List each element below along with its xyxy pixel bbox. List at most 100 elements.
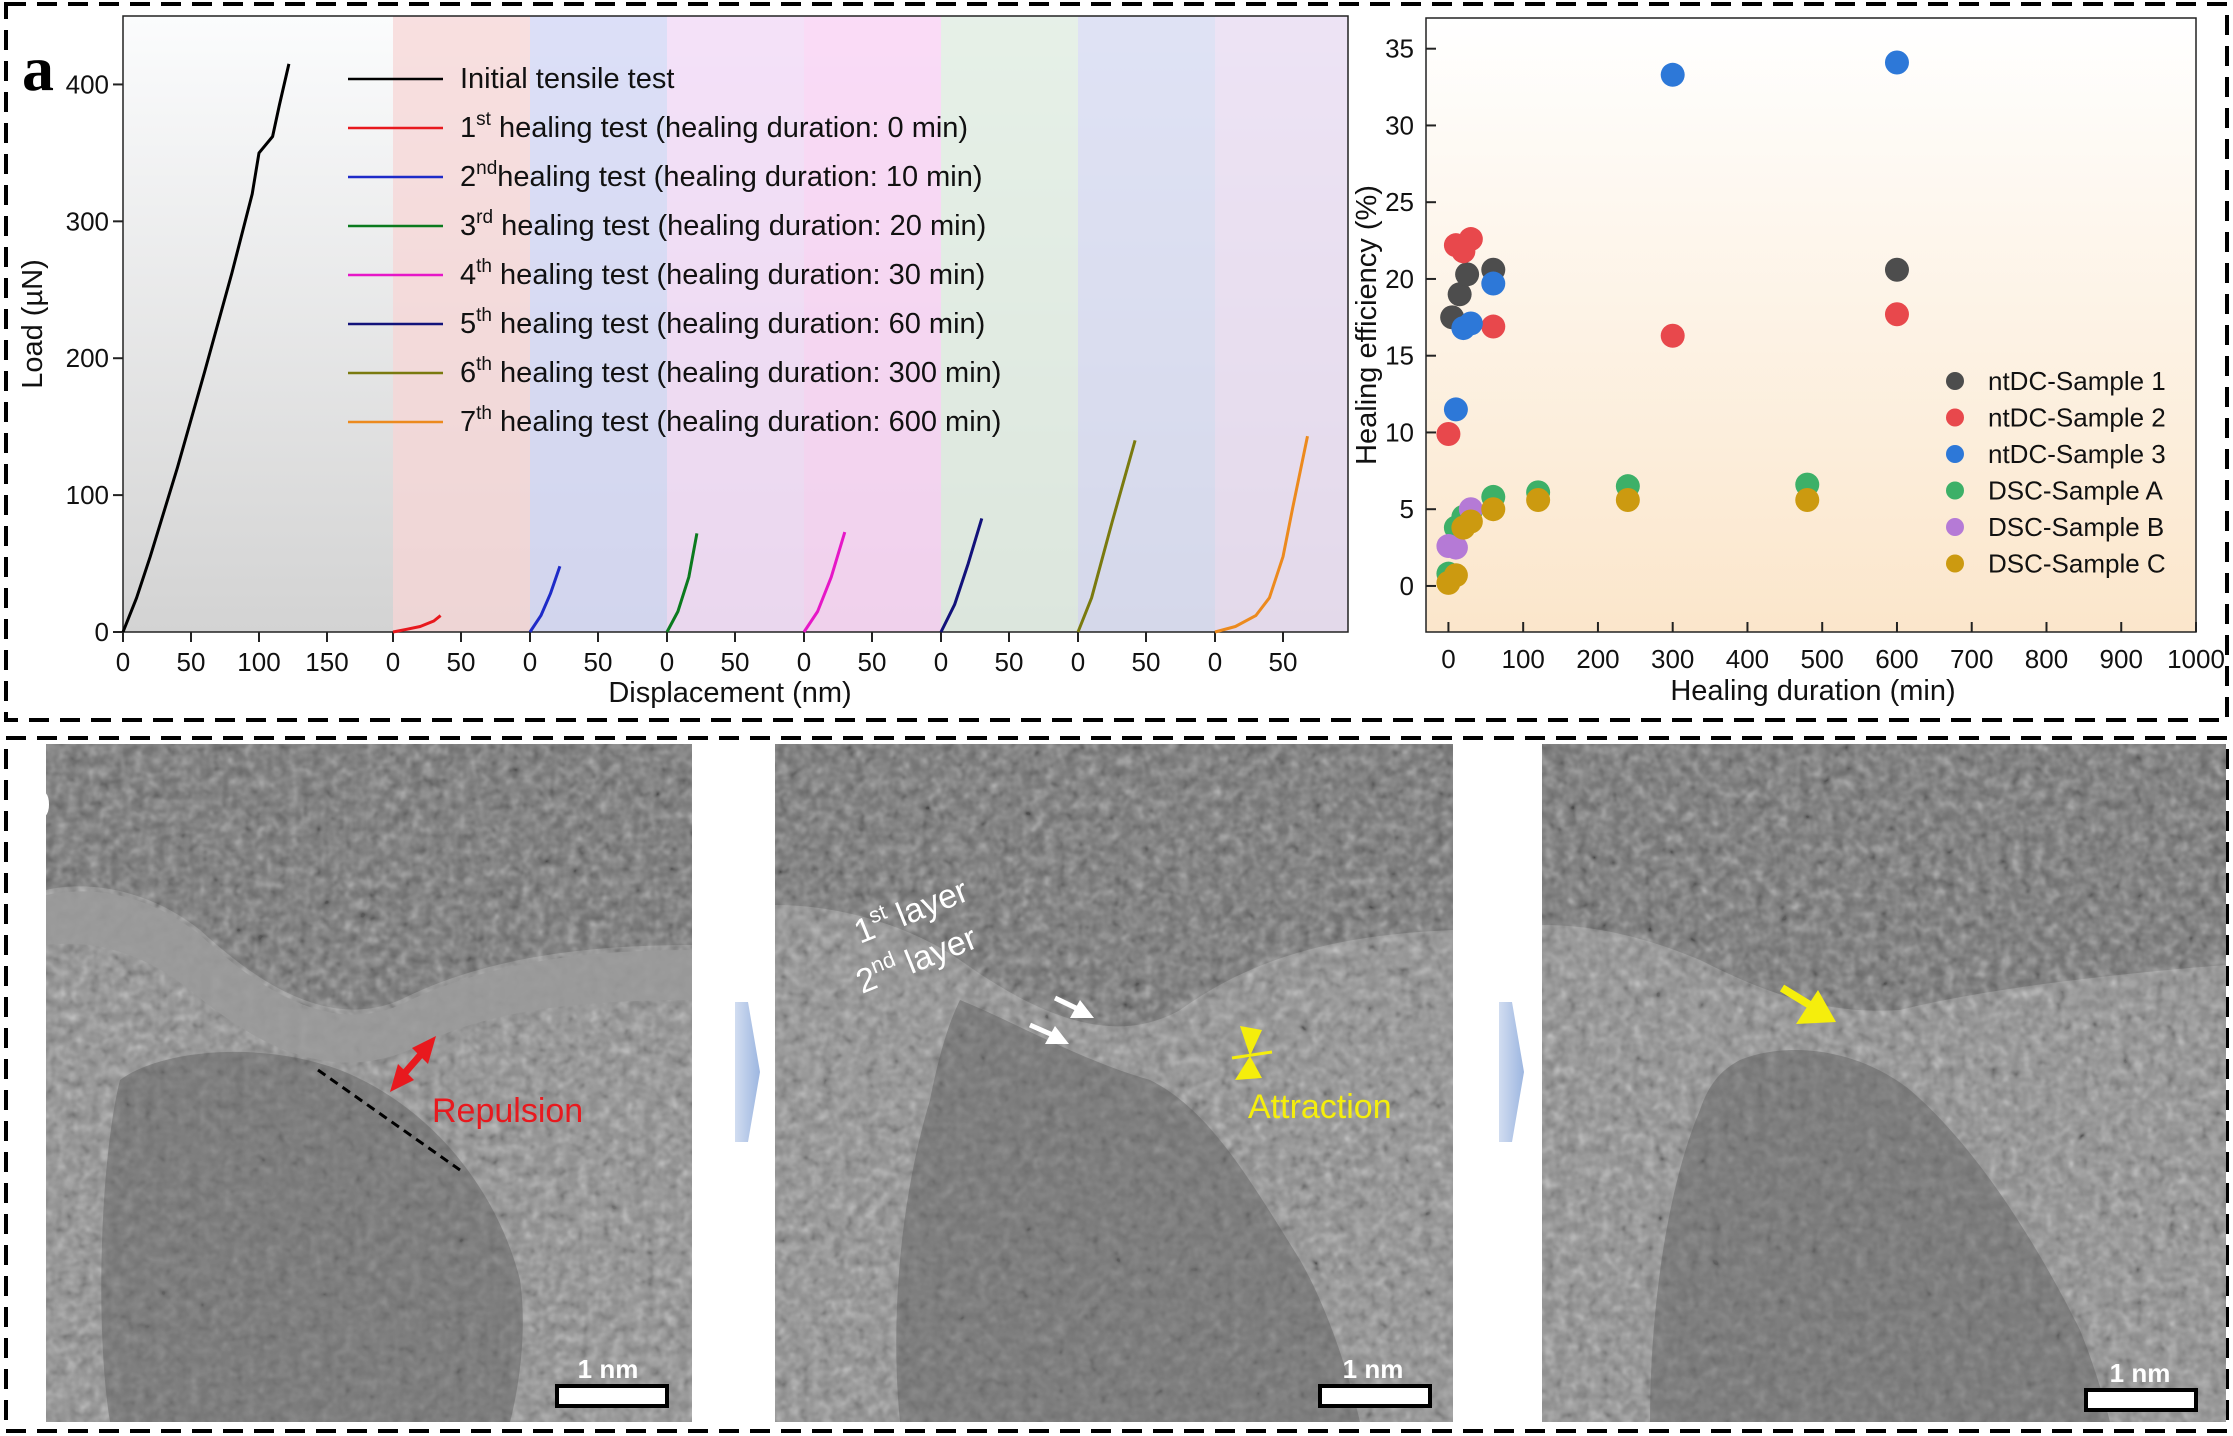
data-point [1481, 497, 1506, 522]
scale-bar-label: 1 nm [578, 1354, 639, 1384]
attraction-arrows-icon [1231, 1026, 1273, 1080]
data-point [1443, 563, 1468, 588]
x-tick-label: 100 [1501, 644, 1544, 674]
x-tick-label: 50 [1132, 647, 1161, 677]
x-tick-label: 0 [797, 647, 811, 677]
legend-marker [1946, 372, 1964, 390]
data-point [1884, 302, 1909, 327]
layer1-arrow-icon [1053, 995, 1094, 1018]
series-line [1076, 439, 1137, 633]
data-point [1615, 487, 1640, 512]
legend-entry: Initial tensile test [460, 63, 674, 95]
series-line [802, 531, 847, 633]
load-displacement-chart: 0 100 200 300 400 0 50 100 150 0 50 0 50 0 50 0 50 0 50 0 5… [17, 15, 1349, 709]
chart1-x-ticks: 0 50 100 150 0 50 0 50 0 50 0 50 0 50 0 50 0 50 [116, 632, 1298, 677]
tem-image-3: 1 nm [1542, 744, 2226, 1422]
scale-bar-label: 1 nm [2110, 1358, 2171, 1388]
x-tick-label: 200 [1576, 644, 1619, 674]
legend-entry: 1st healing test (healing duration: 0 mi… [460, 109, 968, 144]
legend-marker [1946, 445, 1964, 463]
scale-bar-2: 1 nm [1318, 1354, 1432, 1408]
chart2-plot-frame [1425, 17, 2197, 633]
chart2-y-axis-title: Healing efficiency (%) [1351, 185, 1383, 465]
legend-entry: DSC-Sample A [1988, 476, 2163, 506]
data-point [1526, 487, 1551, 512]
repulsion-label: Repulsion [432, 1092, 583, 1130]
x-tick-label: 500 [1801, 644, 1844, 674]
legend-entry: 4th healing test (healing duration: 30 m… [460, 256, 985, 291]
x-tick-label: 50 [1269, 647, 1298, 677]
segment-shade [1215, 16, 1348, 632]
chart1-y-ticks: 0 100 200 300 400 [66, 69, 123, 647]
series-line [392, 614, 442, 634]
data-point [1458, 311, 1483, 336]
x-tick-label: 600 [1875, 644, 1918, 674]
chart2-plot-background [1426, 18, 2196, 632]
data-point [1447, 282, 1472, 307]
x-tick-label: 900 [2100, 644, 2143, 674]
segment-shade [667, 16, 804, 632]
chart2-points [1436, 50, 1909, 595]
data-point [1458, 509, 1483, 534]
layer2-arrow-icon [1028, 1022, 1069, 1044]
y-tick-label: 100 [66, 480, 109, 510]
y-tick-label: 30 [1385, 110, 1414, 140]
x-tick-label: 0 [660, 647, 674, 677]
y-tick-label: 0 [1400, 571, 1414, 601]
x-tick-label: 50 [721, 647, 750, 677]
legend-marker [1946, 481, 1964, 500]
data-point [1481, 314, 1506, 339]
attraction-label: Attraction [1248, 1088, 1392, 1126]
segment-shade [941, 16, 1078, 632]
x-tick-label: 100 [237, 647, 280, 677]
legend-entry: 2ndhealing test (healing duration: 10 mi… [460, 158, 983, 193]
bond-arrow-icon [1779, 984, 1836, 1024]
x-tick-label: 700 [1950, 644, 1993, 674]
x-tick-label: 1000 [2167, 644, 2225, 674]
legend-marker [1946, 554, 1964, 573]
sequence-arrow-icon-2 [1477, 1002, 1524, 1142]
scale-bar-label: 1 nm [1343, 1354, 1404, 1384]
chart1-y-axis-title: Load (µN) [17, 259, 49, 389]
series-line [121, 63, 291, 633]
legend-marker [1946, 408, 1964, 427]
chart2-x-axis-title: Healing duration (min) [1670, 675, 1955, 707]
x-tick-label: 0 [1441, 644, 1455, 674]
legend-entry: DSC-Sample B [1988, 512, 2164, 542]
legend-entry: 7th healing test (healing duration: 600 … [460, 403, 1001, 438]
data-point [1443, 397, 1468, 422]
legend-entry: ntDC-Sample 1 [1988, 366, 2166, 396]
y-tick-label: 200 [66, 343, 109, 373]
data-point [1660, 62, 1685, 87]
chart1-legend: Initial tensile test 1st healing test (he… [348, 63, 1001, 438]
y-tick-label: 300 [66, 206, 109, 236]
legend-entry: 6th healing test (healing duration: 300 … [460, 354, 1001, 389]
x-tick-label: 300 [1651, 644, 1694, 674]
panel-a-label: a [22, 33, 54, 104]
x-tick-label: 0 [386, 647, 400, 677]
data-point [1481, 271, 1506, 296]
series-line [528, 565, 562, 633]
panel-a-frame [4, 2, 2229, 722]
x-tick-label: 0 [1208, 647, 1222, 677]
legend-entry: 5th healing test (healing duration: 60 m… [460, 305, 985, 340]
x-tick-label: 0 [116, 647, 130, 677]
y-tick-label: 10 [1385, 417, 1414, 447]
chart2-legend: ntDC-Sample 1 ntDC-Sample 2 ntDC-Sample 3 D… [1946, 366, 2166, 579]
x-tick-label: 400 [1726, 644, 1769, 674]
x-tick-label: 0 [1071, 647, 1085, 677]
scale-bar-3: 1 nm [2084, 1358, 2198, 1412]
segment-shade [804, 16, 941, 632]
y-tick-label: 20 [1385, 264, 1414, 294]
sequence-arrow-icon-1 [713, 1002, 760, 1142]
x-tick-label: 0 [523, 647, 537, 677]
x-tick-label: 50 [584, 647, 613, 677]
segment-shades [393, 16, 1348, 632]
chart2-y-ticks: 0 5 10 15 20 25 30 35 [1385, 34, 1436, 601]
y-tick-label: 25 [1385, 187, 1414, 217]
x-tick-label: 150 [305, 647, 348, 677]
chart2-x-ticks: 0 100 200 300 400 500 600 700 800 900 1000 [1441, 622, 2225, 674]
segment-shade [530, 16, 667, 632]
y-tick-label: 35 [1385, 34, 1414, 64]
